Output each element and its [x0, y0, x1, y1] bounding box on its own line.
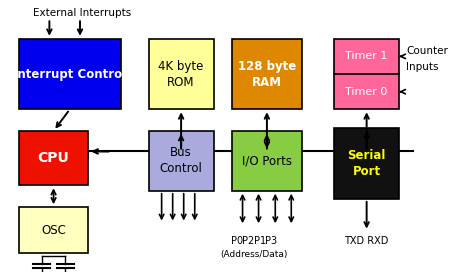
FancyBboxPatch shape [19, 39, 121, 109]
Text: P3: P3 [265, 236, 278, 246]
FancyBboxPatch shape [149, 131, 214, 191]
FancyBboxPatch shape [149, 39, 214, 109]
Text: P1: P1 [254, 236, 266, 246]
FancyBboxPatch shape [232, 39, 301, 109]
FancyBboxPatch shape [334, 39, 399, 74]
Text: External Interrupts: External Interrupts [33, 8, 131, 18]
Text: (Address/Data): (Address/Data) [220, 250, 288, 259]
FancyBboxPatch shape [232, 131, 301, 191]
Text: Inputs: Inputs [406, 62, 438, 72]
Text: CPU: CPU [38, 151, 69, 165]
Text: OSC: OSC [41, 224, 66, 237]
Text: Counter: Counter [406, 46, 448, 56]
Text: TXD RXD: TXD RXD [345, 236, 389, 246]
Text: Timer 0: Timer 0 [346, 87, 388, 97]
Text: 128 byte
RAM: 128 byte RAM [238, 60, 296, 88]
FancyBboxPatch shape [334, 128, 399, 199]
Text: 4K byte
ROM: 4K byte ROM [158, 60, 204, 88]
FancyBboxPatch shape [19, 207, 88, 253]
FancyBboxPatch shape [334, 74, 399, 109]
Text: P2: P2 [242, 236, 255, 246]
Text: Interrupt Control: Interrupt Control [13, 67, 127, 81]
Text: I/O Ports: I/O Ports [242, 155, 292, 167]
FancyBboxPatch shape [19, 131, 88, 185]
Text: Bus
Control: Bus Control [160, 146, 202, 176]
Text: Timer 1: Timer 1 [346, 51, 388, 61]
Text: Serial
Port: Serial Port [347, 149, 386, 178]
Text: P0: P0 [231, 236, 243, 246]
